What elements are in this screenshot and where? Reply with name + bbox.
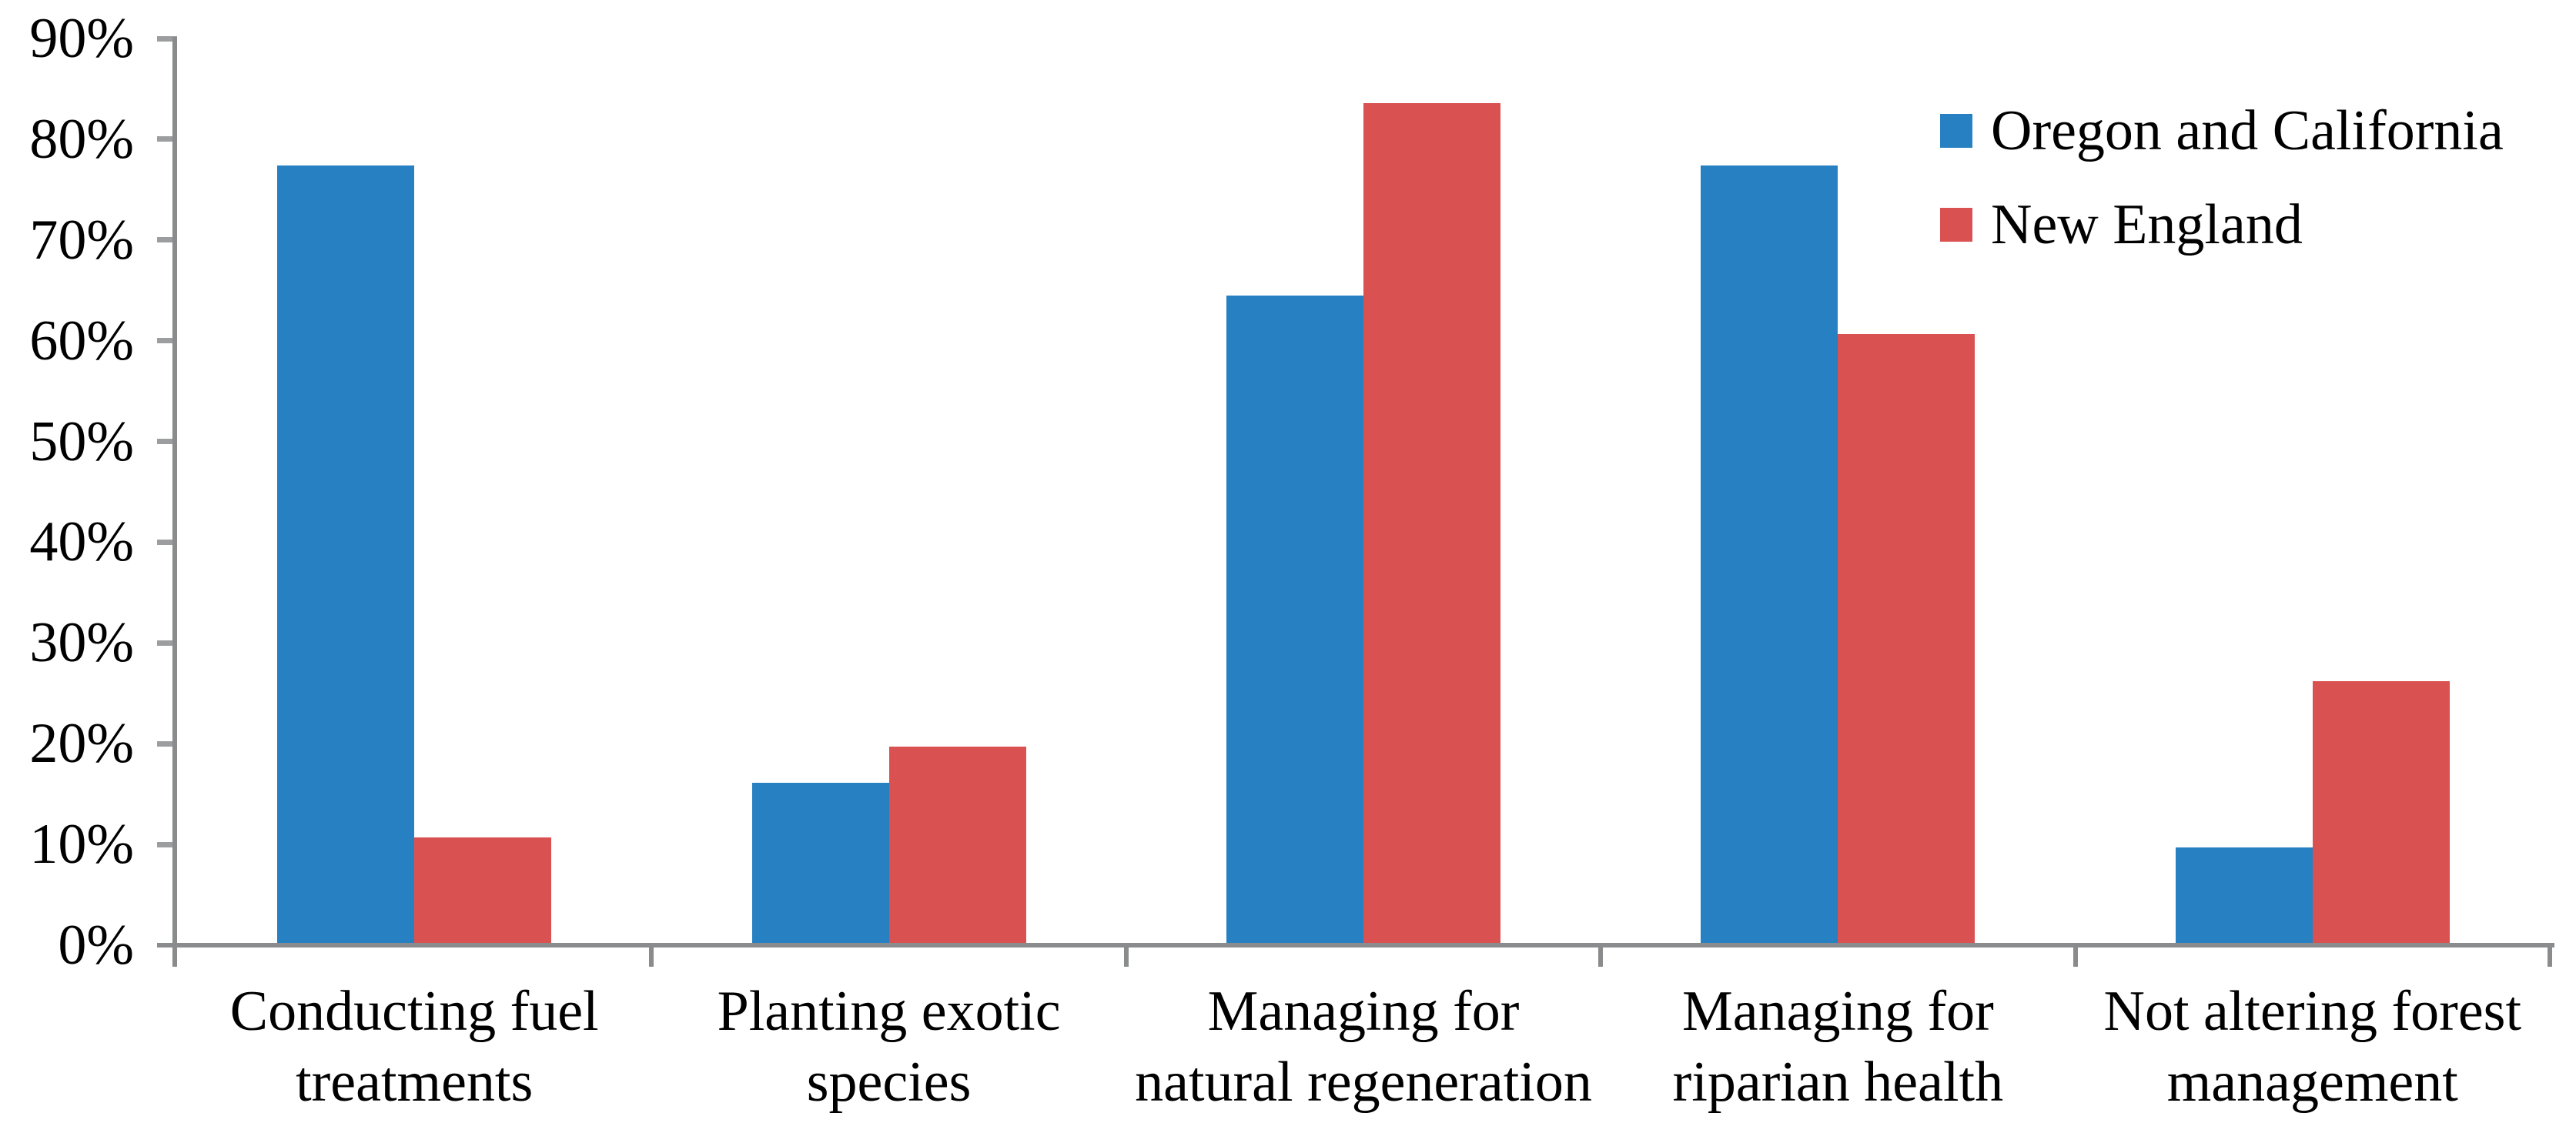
y-axis-tick-label: 10% bbox=[29, 813, 134, 877]
legend-series-label: Oregon and California bbox=[1991, 99, 2504, 162]
category-label: Conducting fuel treatments bbox=[229, 980, 599, 1114]
bar-oregon-and-california bbox=[1226, 295, 1363, 945]
y-axis-tick-label: 70% bbox=[29, 208, 134, 272]
y-axis-line bbox=[172, 37, 177, 967]
bar-new-england bbox=[1363, 102, 1500, 945]
legend-row: New England bbox=[1940, 193, 2504, 256]
legend-swatch-red bbox=[1940, 208, 1972, 242]
x-axis-tick bbox=[2073, 945, 2078, 967]
y-axis-tick bbox=[157, 539, 177, 545]
category-label: Managing for natural regeneration bbox=[1135, 980, 1592, 1114]
y-axis-tick bbox=[157, 338, 177, 344]
y-axis-tick-label: 80% bbox=[29, 107, 134, 171]
y-axis-tick bbox=[157, 841, 177, 847]
x-axis-tick bbox=[1598, 945, 1604, 967]
category-label: Managing for riparian health bbox=[1672, 980, 2004, 1114]
bar-oregon-and-california bbox=[2175, 847, 2313, 945]
y-axis-tick bbox=[157, 740, 177, 747]
bar-oregon-and-california bbox=[277, 165, 415, 945]
y-axis-tick-label: 0% bbox=[58, 914, 134, 977]
bar-new-england bbox=[2312, 681, 2450, 945]
y-axis-tick-label: 60% bbox=[29, 309, 134, 373]
y-axis-tick bbox=[157, 136, 177, 142]
y-axis-tick-label: 40% bbox=[29, 510, 134, 574]
x-axis-tick bbox=[2548, 945, 2552, 967]
y-axis-tick-label: 30% bbox=[29, 611, 134, 675]
bar-new-england bbox=[1838, 333, 1975, 945]
legend: Oregon and California New England bbox=[1940, 99, 2504, 302]
legend-swatch-blue bbox=[1940, 114, 1972, 148]
bar-oregon-and-california bbox=[1701, 165, 1838, 945]
y-axis-tick-label: 50% bbox=[29, 409, 134, 473]
category-label: Planting exotic species bbox=[717, 980, 1061, 1114]
x-axis-tick bbox=[1123, 945, 1129, 967]
y-axis-tick-label: 20% bbox=[29, 712, 134, 776]
y-axis-tick bbox=[157, 640, 177, 646]
y-axis-tick bbox=[157, 237, 177, 243]
category-label: Not altering forest management bbox=[2103, 980, 2522, 1114]
legend-series-label: New England bbox=[1991, 193, 2303, 256]
bar-oregon-and-california bbox=[751, 783, 889, 945]
bar-new-england bbox=[888, 747, 1026, 945]
bar-new-england bbox=[414, 837, 552, 945]
y-axis-tick bbox=[157, 439, 177, 445]
x-axis-line bbox=[157, 943, 2554, 948]
x-axis-tick bbox=[649, 945, 654, 967]
y-axis-tick bbox=[157, 35, 177, 42]
y-axis-tick-label: 90% bbox=[29, 7, 134, 70]
legend-row: Oregon and California bbox=[1940, 99, 2504, 162]
